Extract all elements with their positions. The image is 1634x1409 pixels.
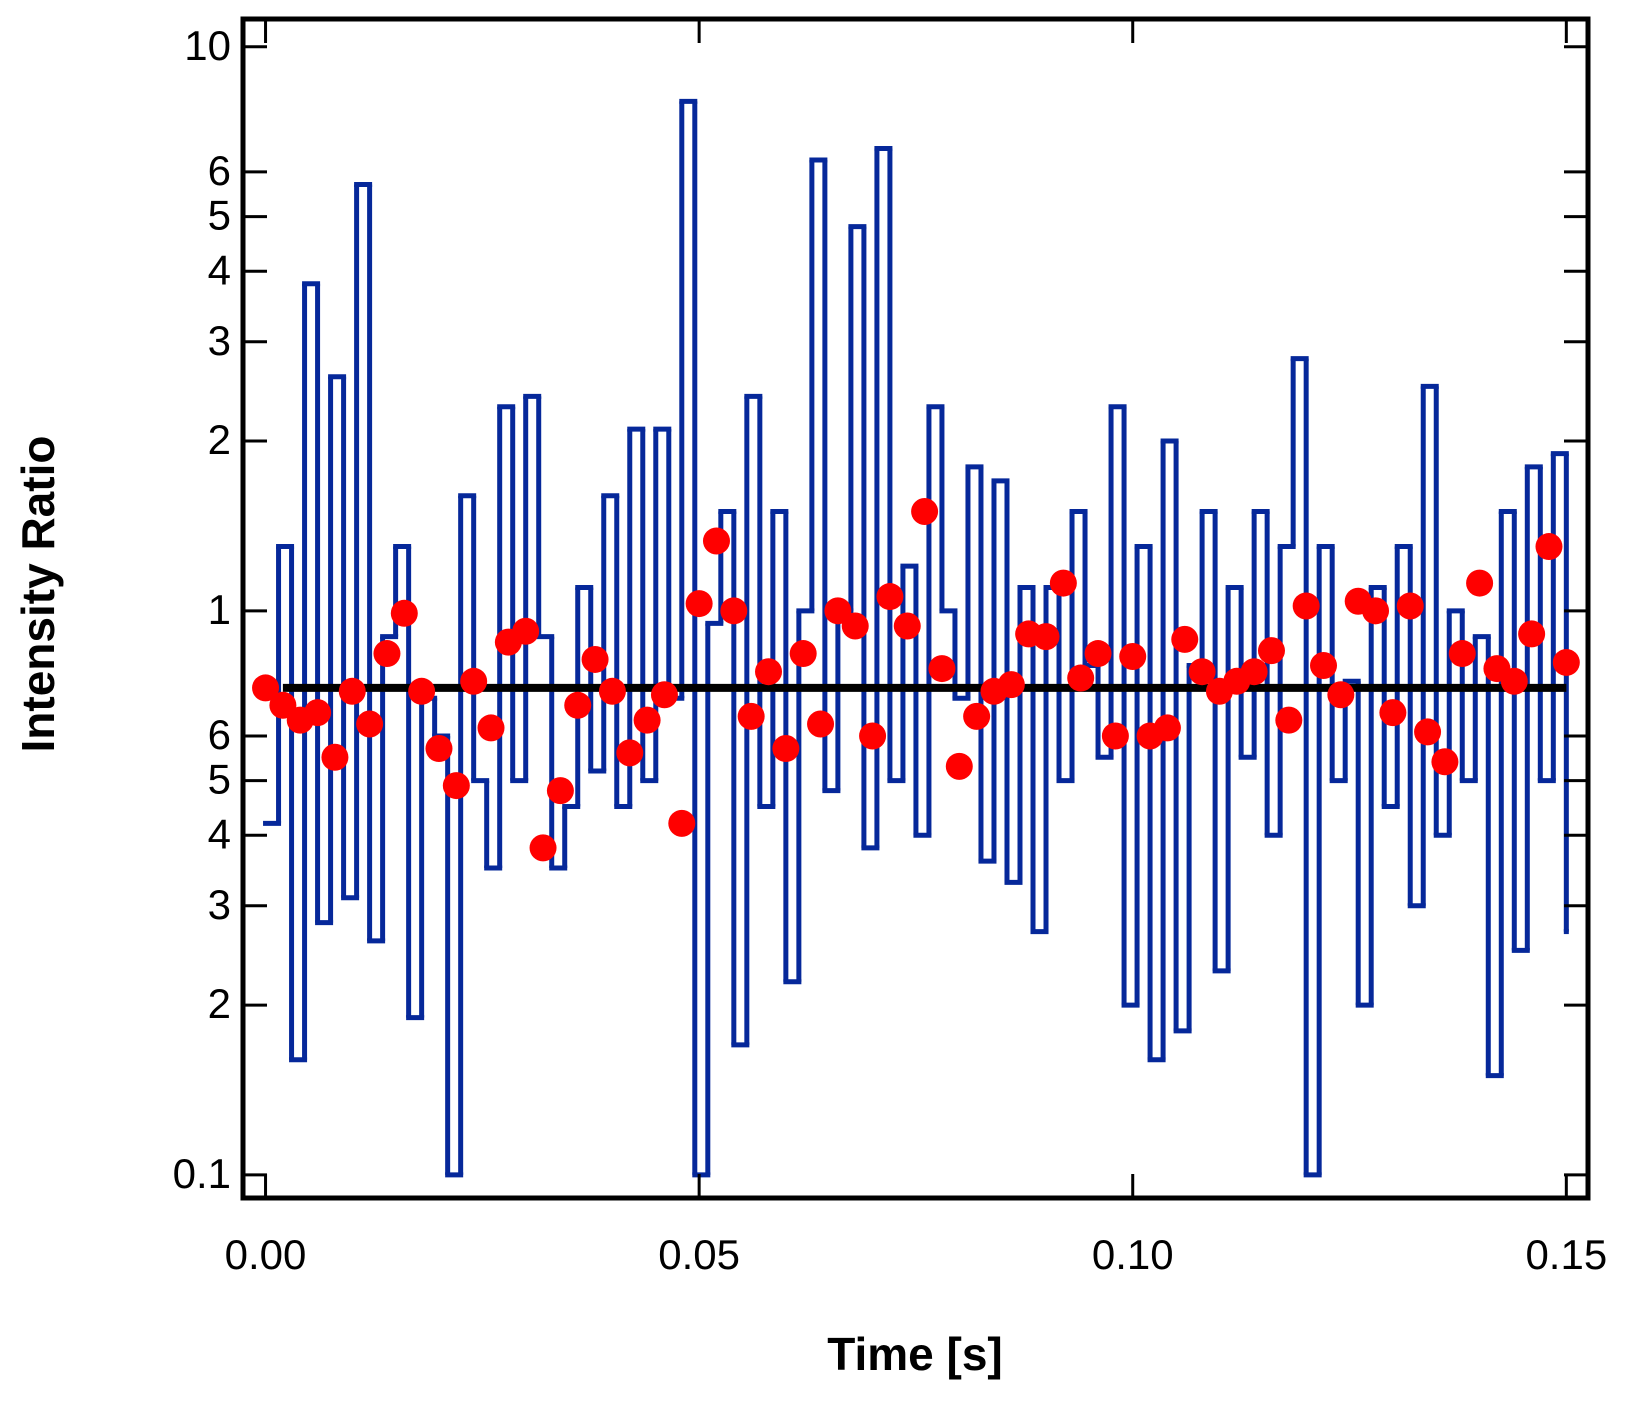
data-point — [1171, 625, 1199, 653]
data-point — [460, 667, 488, 695]
data-point — [1466, 569, 1494, 597]
data-point — [425, 735, 453, 763]
data-point — [1535, 533, 1563, 561]
data-point — [1448, 640, 1476, 668]
data-point — [841, 612, 869, 640]
data-point — [1032, 623, 1060, 651]
data-point — [789, 640, 817, 668]
data-point — [581, 645, 609, 673]
data-point — [356, 710, 384, 738]
data-point — [945, 752, 973, 780]
y-tick-label: 10 — [184, 22, 231, 69]
data-point — [911, 498, 939, 526]
data-point — [650, 681, 678, 709]
data-point — [1049, 569, 1077, 597]
y-tick-label: 0.1 — [173, 1150, 231, 1197]
data-point — [529, 834, 557, 862]
y-tick-label: 3 — [208, 317, 231, 364]
data-point — [876, 583, 904, 611]
data-point — [442, 772, 470, 800]
y-tick-label: 1 — [208, 586, 231, 633]
data-point — [1240, 658, 1268, 686]
data-point — [772, 735, 800, 763]
plot-frame — [240, 16, 1591, 1201]
data-point — [1292, 592, 1320, 620]
data-point — [546, 777, 574, 805]
data-point — [1327, 681, 1355, 709]
x-tick-label: 0.00 — [225, 1231, 307, 1278]
data-point — [807, 710, 835, 738]
y-tick-label: 2 — [208, 416, 231, 463]
data-point — [1396, 592, 1424, 620]
data-point — [963, 702, 991, 730]
data-point — [720, 597, 748, 625]
y-tick-label: 6 — [208, 711, 231, 758]
data-point — [668, 809, 696, 837]
data-point — [702, 527, 730, 555]
y-tick-label: 2 — [208, 980, 231, 1027]
data-point — [685, 590, 713, 618]
data-point — [321, 743, 349, 771]
data-point — [598, 677, 626, 705]
data-point — [373, 640, 401, 668]
data-point — [252, 674, 280, 702]
data-point — [1275, 706, 1303, 734]
x-axis-title: Time [s] — [827, 1328, 1003, 1380]
x-tick-label: 0.15 — [1525, 1231, 1607, 1278]
data-point — [928, 655, 956, 683]
data-point — [1431, 748, 1459, 776]
data-point — [512, 617, 540, 645]
data-point — [564, 691, 592, 719]
x-tick-label: 0.10 — [1092, 1231, 1174, 1278]
data-point — [1257, 637, 1285, 665]
data-point — [338, 677, 366, 705]
data-point — [304, 699, 332, 727]
data-point — [477, 714, 505, 742]
data-point — [1310, 651, 1338, 679]
data-point — [1153, 714, 1181, 742]
step-trace — [263, 98, 1569, 1178]
data-point — [824, 597, 852, 625]
y-tick-label: 5 — [208, 756, 231, 803]
data-point — [390, 599, 418, 627]
data-point — [893, 612, 921, 640]
data-point — [1101, 722, 1129, 750]
data-point — [737, 702, 765, 730]
data-point — [859, 722, 887, 750]
data-point — [1362, 597, 1390, 625]
y-tick-label: 4 — [208, 810, 231, 857]
data-point — [1084, 640, 1112, 668]
data-point — [1414, 718, 1442, 746]
data-point — [1518, 620, 1546, 648]
data-point — [616, 739, 644, 767]
data-point — [408, 677, 436, 705]
y-axis-title: Intensity Ratio — [12, 436, 64, 753]
data-point — [1119, 642, 1147, 670]
y-tick-label: 5 — [208, 192, 231, 239]
data-point — [755, 658, 783, 686]
data-point — [1500, 667, 1528, 695]
data-point — [1188, 658, 1216, 686]
data-point — [997, 671, 1025, 699]
data-point — [1379, 699, 1407, 727]
data-point — [1552, 648, 1580, 676]
y-tick-label: 4 — [208, 246, 231, 293]
y-tick-label: 6 — [208, 147, 231, 194]
x-tick-label: 0.05 — [658, 1231, 740, 1278]
data-point — [633, 706, 661, 734]
data-point — [1067, 664, 1095, 692]
y-tick-label: 3 — [208, 881, 231, 928]
